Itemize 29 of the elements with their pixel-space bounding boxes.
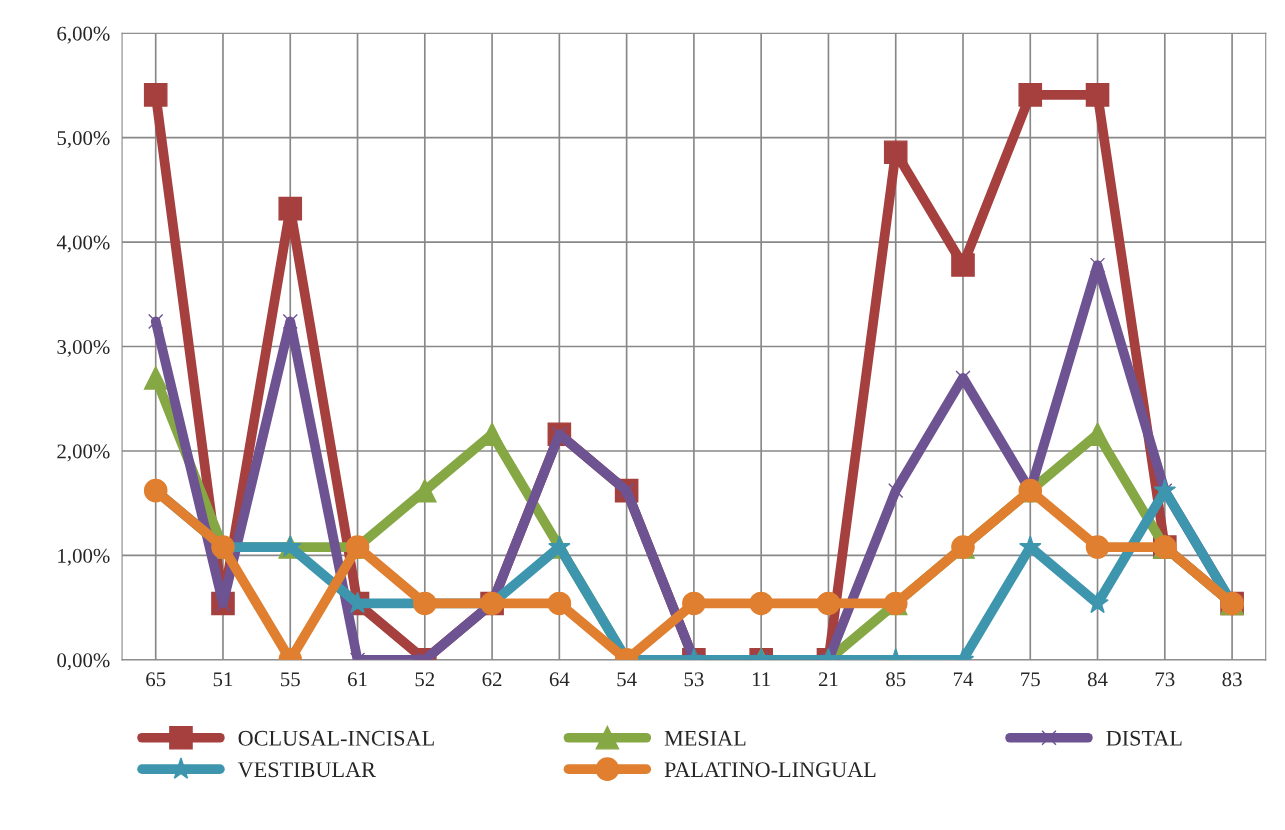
x-tick-label: 64	[549, 672, 570, 687]
x-tick-label: 21	[818, 672, 838, 687]
x-tick-label: 84	[1087, 672, 1108, 687]
legend-label: OCLUSAL-INCISAL	[238, 730, 434, 746]
y-tick-label: 1,00%	[58, 548, 110, 566]
legend-label: PALATINO-LINGUAL	[664, 762, 876, 778]
x-tick-label: 55	[281, 672, 300, 687]
y-tick-label: 0,00%	[57, 653, 110, 671]
x-tick-label: 65	[146, 672, 166, 687]
x-tick-label: 52	[415, 672, 435, 687]
x-tick-label: 83	[1222, 672, 1242, 687]
x-tick-label: 51	[213, 672, 233, 687]
legend-label: VESTIBULAR	[237, 762, 376, 778]
x-tick-label: 73	[1155, 672, 1175, 687]
x-tick-label: 11	[752, 672, 770, 687]
x-tick-label: 62	[482, 672, 502, 687]
y-tick-label: 6,00%	[57, 26, 110, 44]
x-tick-label: 61	[348, 672, 367, 687]
y-tick-label: 5,00%	[57, 131, 110, 149]
x-tick-label: 54	[617, 672, 637, 687]
x-tick-label: 53	[684, 672, 704, 687]
x-tick-label: 75	[1021, 672, 1040, 687]
legend-label: MESIAL	[664, 730, 746, 746]
legend-label: DISTAL	[1106, 730, 1182, 746]
x-tick-label: 85	[886, 672, 906, 687]
y-tick-label: 4,00%	[56, 235, 110, 253]
y-tick-label: 3,00%	[57, 339, 110, 357]
y-tick-label: 2,00%	[57, 444, 110, 462]
x-tick-label: 74	[953, 672, 974, 687]
